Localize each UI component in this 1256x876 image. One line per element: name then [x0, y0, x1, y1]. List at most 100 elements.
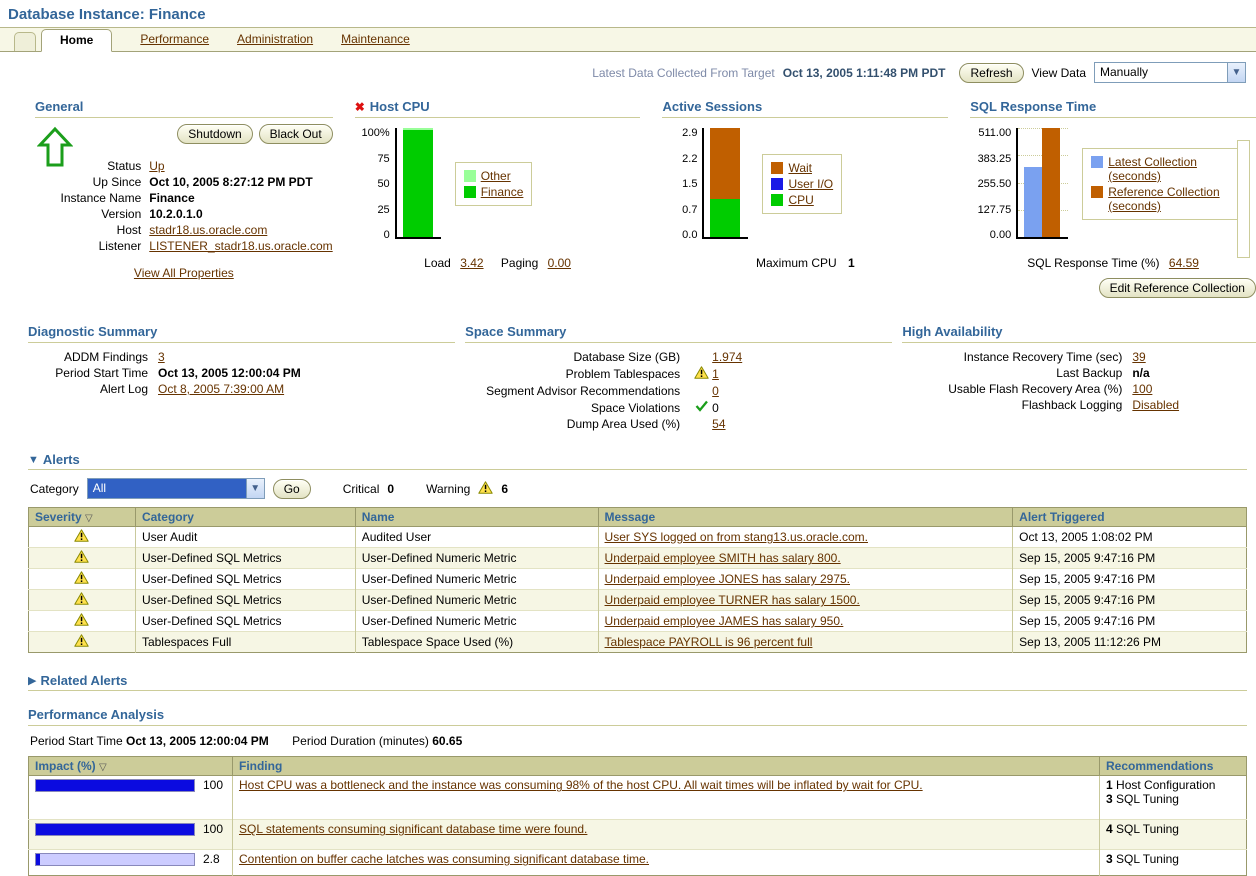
- critical-x-icon: ✖: [354, 99, 365, 114]
- col-severity[interactable]: Severity ▽: [28, 507, 136, 528]
- legend-wait-link[interactable]: Wait: [788, 161, 813, 175]
- alert-log-link[interactable]: Oct 8, 2005 7:39:00 AM: [158, 382, 285, 396]
- host-cpu-chart: 100% 75 50 25 0 Other Finance: [355, 127, 641, 241]
- warning-icon: [74, 571, 90, 587]
- alert-message-link[interactable]: Underpaid employee SMITH has salary 800.: [604, 551, 841, 566]
- legend-cpu-link[interactable]: CPU: [788, 193, 814, 207]
- space-summary-title: Space Summary: [465, 324, 567, 339]
- finding-link[interactable]: SQL statements consuming significant dat…: [238, 822, 588, 837]
- field-label: Instance Name: [60, 191, 142, 205]
- view-data-label: View Data: [1031, 65, 1086, 80]
- alerts-expander[interactable]: ▼ Alerts: [28, 452, 1247, 471]
- blackout-button[interactable]: Black Out: [258, 124, 333, 144]
- period-start-label: Period Start Time: [30, 734, 123, 749]
- load-value-link[interactable]: 3.42: [460, 256, 484, 270]
- performance-analysis-title: Performance Analysis: [28, 707, 165, 723]
- tab-administration[interactable]: Administration: [237, 32, 314, 46]
- col-name[interactable]: Name: [354, 507, 599, 528]
- listener-link[interactable]: LISTENER_stadr18.us.oracle.com: [149, 239, 333, 253]
- col-message[interactable]: Message: [597, 507, 1014, 528]
- alert-row: User-Defined SQL Metrics User-Defined Nu…: [28, 568, 1247, 590]
- alert-message-link[interactable]: Underpaid employee TURNER has salary 150…: [604, 593, 860, 608]
- view-data-select[interactable]: Manually ▼: [1094, 62, 1246, 83]
- category-select[interactable]: All ▼: [86, 478, 265, 500]
- alert-message-link[interactable]: Tablespace PAYROLL is 96 percent full: [604, 635, 813, 650]
- check-icon: [695, 400, 708, 415]
- problem-tablespaces-link[interactable]: 1: [712, 367, 719, 381]
- col-finding[interactable]: Finding: [231, 756, 1101, 777]
- latest-collection-bar: [1024, 166, 1043, 237]
- diagnostic-summary-title: Diagnostic Summary: [28, 324, 158, 339]
- alert-message-link[interactable]: Underpaid employee JONES has salary 2975…: [604, 572, 850, 587]
- other-swatch: [463, 170, 476, 182]
- host-link[interactable]: stadr18.us.oracle.com: [149, 223, 268, 237]
- legend-reference-collection-link[interactable]: Reference Collection (seconds): [1108, 185, 1220, 213]
- mid-sections: Diagnostic Summary ADDM Findings 3 Perio…: [0, 298, 1256, 432]
- reference-collection-swatch: [1091, 186, 1104, 198]
- instance-name-value: Finance: [149, 191, 195, 205]
- alert-message-link[interactable]: Underpaid employee JAMES has salary 950.: [604, 614, 844, 629]
- sql-response-legend: Latest Collection (seconds) Reference Co…: [1082, 148, 1243, 220]
- legend-latest-collection-link[interactable]: Latest Collection (seconds): [1108, 155, 1197, 183]
- chevron-down-icon[interactable]: ▼: [1227, 63, 1245, 82]
- status-link[interactable]: Up: [149, 159, 165, 173]
- alert-row: Tablespaces Full Tablespace Space Used (…: [28, 631, 1247, 653]
- high-availability-section: High Availability Instance Recovery Time…: [902, 324, 1256, 432]
- paging-value-link[interactable]: 0.00: [547, 256, 571, 270]
- host-cpu-other-bar: [402, 128, 433, 131]
- field-label: Status: [107, 159, 142, 173]
- related-alerts-expander[interactable]: ▶ Related Alerts: [28, 673, 1247, 692]
- alert-row: User-Defined SQL Metrics User-Defined Nu…: [28, 547, 1247, 569]
- top-sections: General Shutdown Black Out Status Up Up …: [0, 85, 1256, 298]
- col-category[interactable]: Category: [134, 507, 356, 528]
- wait-swatch: [771, 162, 784, 174]
- instance-recovery-time-link[interactable]: 39: [1132, 350, 1146, 364]
- col-alert-triggered[interactable]: Alert Triggered: [1012, 507, 1247, 528]
- field-label: Host: [116, 223, 142, 237]
- finding-link[interactable]: Host CPU was a bottleneck and the instan…: [238, 778, 923, 793]
- edit-reference-collection-button[interactable]: Edit Reference Collection: [1098, 278, 1256, 298]
- impact-value: 100: [203, 822, 224, 837]
- finding-row: 100 Host CPU was a bottleneck and the in…: [28, 775, 1247, 820]
- latest-data-label: Latest Data Collected From Target: [592, 65, 775, 80]
- tab-maintenance[interactable]: Maintenance: [341, 32, 410, 46]
- general-title: General: [35, 99, 84, 114]
- col-recommendations[interactable]: Recommendations: [1099, 756, 1247, 777]
- active-sessions-legend: Wait User I/O CPU: [762, 154, 843, 214]
- performance-analysis-section: Performance Analysis Period Start Time O…: [0, 707, 1256, 876]
- sql-response-title: SQL Response Time: [970, 99, 1097, 114]
- expand-triangle-icon: ▶: [28, 675, 37, 688]
- chevron-down-icon[interactable]: ▼: [245, 479, 264, 499]
- legend-finance-link[interactable]: Finance: [480, 185, 524, 199]
- tab-home[interactable]: Home: [41, 29, 113, 52]
- dump-area-used-link[interactable]: 54: [712, 417, 726, 432]
- host-cpu-section: ✖ Host CPU 100% 75 50 25 0 Other: [354, 99, 641, 298]
- performance-period-line: Period Start Time Oct 13, 2005 12:00:04 …: [30, 734, 1247, 748]
- finding-link[interactable]: Contention on buffer cache latches was c…: [238, 852, 650, 867]
- alert-message-link[interactable]: User SYS logged on from stang13.us.oracl…: [604, 530, 868, 545]
- legend-other-link[interactable]: Other: [480, 169, 511, 183]
- active-sessions-section: Active Sessions 2.9 2.2 1.5 0.7 0.0 Wait: [662, 99, 949, 298]
- sql-response-pct-link[interactable]: 64.59: [1168, 256, 1199, 270]
- col-impact[interactable]: Impact (%) ▽: [28, 756, 233, 777]
- field-label: Listener: [98, 239, 142, 253]
- shutdown-button[interactable]: Shutdown: [177, 124, 253, 144]
- flash-recovery-area-link[interactable]: 100: [1132, 382, 1153, 396]
- impact-value: 100: [203, 778, 224, 793]
- reference-collection-bar: [1042, 128, 1061, 237]
- refresh-button[interactable]: Refresh: [959, 62, 1024, 83]
- view-all-properties-link[interactable]: View All Properties: [133, 266, 234, 280]
- legend-user-io-link[interactable]: User I/O: [788, 177, 834, 191]
- host-cpu-yaxis: 100% 75 50 25 0: [361, 127, 390, 241]
- tab-performance[interactable]: Performance: [140, 32, 210, 46]
- addm-findings-link[interactable]: 3: [158, 350, 165, 364]
- impact-bar: [35, 852, 195, 866]
- flashback-logging-link[interactable]: Disabled: [1132, 398, 1180, 412]
- database-size-link[interactable]: 1.974: [712, 350, 743, 364]
- alerts-title: Alerts: [42, 452, 80, 468]
- clipped-panel: [1237, 140, 1250, 258]
- segment-advisor-link[interactable]: 0: [712, 384, 719, 398]
- general-fields: Status Up Up Since Oct 10, 2005 8:27:12 …: [35, 158, 333, 254]
- warning-icon: [74, 634, 90, 650]
- go-button[interactable]: Go: [272, 478, 311, 499]
